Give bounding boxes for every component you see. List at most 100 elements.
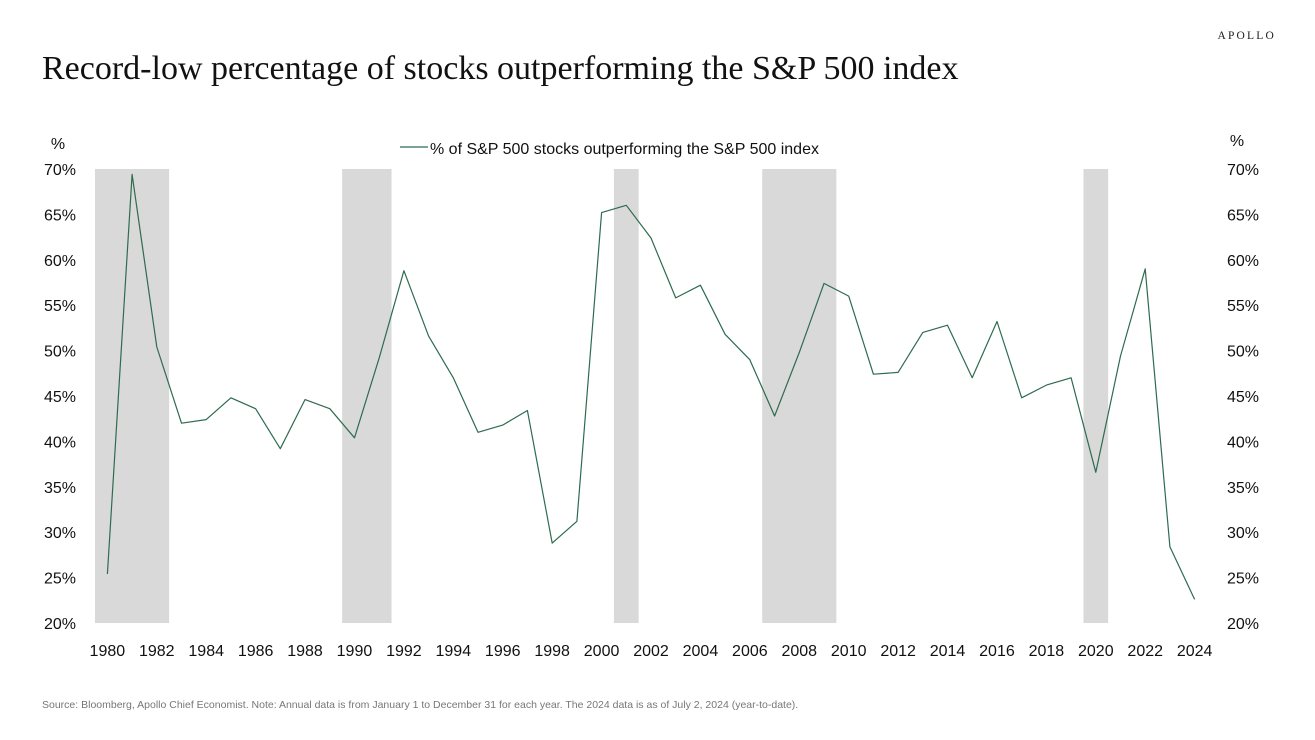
data-point-2002 bbox=[650, 237, 653, 240]
data-point-1998 bbox=[551, 542, 554, 545]
y-tick-right-45: 45% bbox=[1227, 389, 1259, 406]
y-tick-left-55: 55% bbox=[44, 298, 76, 315]
data-point-1982 bbox=[155, 345, 158, 348]
recession-band-3 bbox=[613, 169, 639, 623]
data-point-1992 bbox=[402, 269, 405, 272]
legend: % of S&P 500 stocks outperforming the S&… bbox=[400, 141, 819, 158]
data-point-1990 bbox=[353, 436, 356, 439]
data-point-2005 bbox=[724, 333, 727, 336]
data-point-1989 bbox=[328, 407, 331, 410]
y-tick-right-30: 30% bbox=[1227, 525, 1259, 542]
recession-band-4 bbox=[762, 169, 837, 623]
data-point-2011 bbox=[872, 373, 875, 376]
x-tick-1984: 1984 bbox=[188, 643, 224, 660]
x-tick-1992: 1992 bbox=[386, 643, 422, 660]
x-tick-1994: 1994 bbox=[436, 643, 472, 660]
data-point-1983 bbox=[180, 422, 183, 425]
recession-shading bbox=[95, 169, 1109, 623]
data-point-1987 bbox=[279, 447, 282, 450]
y-tick-right-70: 70% bbox=[1227, 162, 1259, 179]
x-tick-1986: 1986 bbox=[238, 643, 274, 660]
y-axis-left-unit: % bbox=[51, 136, 65, 153]
data-point-2015 bbox=[971, 376, 974, 379]
x-tick-2002: 2002 bbox=[633, 643, 669, 660]
x-tick-2000: 2000 bbox=[584, 643, 620, 660]
y-axis-left: % 20% 25% 30% 35% 40% 45% 50% 55% 60% 65% 70% bbox=[44, 136, 76, 633]
data-point-1980 bbox=[106, 572, 109, 575]
data-point-2009 bbox=[822, 282, 825, 285]
y-tick-right-65: 65% bbox=[1227, 207, 1259, 224]
y-tick-right-35: 35% bbox=[1227, 480, 1259, 497]
data-point-2024 bbox=[1193, 598, 1196, 601]
y-tick-left-50: 50% bbox=[44, 344, 76, 361]
y-tick-left-65: 65% bbox=[44, 207, 76, 224]
x-tick-2022: 2022 bbox=[1127, 643, 1163, 660]
data-point-1997 bbox=[526, 409, 529, 412]
recession-band-1 bbox=[95, 169, 170, 623]
x-tick-2020: 2020 bbox=[1078, 643, 1114, 660]
data-point-2003 bbox=[674, 296, 677, 299]
data-point-1999 bbox=[575, 520, 578, 523]
data-point-2004 bbox=[699, 284, 702, 287]
data-point-1995 bbox=[477, 431, 480, 434]
data-point-2000 bbox=[600, 211, 603, 214]
data-point-2016 bbox=[995, 320, 998, 323]
x-tick-1998: 1998 bbox=[534, 643, 570, 660]
y-tick-left-60: 60% bbox=[44, 253, 76, 270]
x-tick-2004: 2004 bbox=[683, 643, 719, 660]
data-point-2006 bbox=[748, 358, 751, 361]
data-point-2022 bbox=[1144, 267, 1147, 270]
x-tick-2008: 2008 bbox=[781, 643, 817, 660]
y-tick-left-20: 20% bbox=[44, 616, 76, 633]
data-point-1988 bbox=[304, 398, 307, 401]
x-tick-1988: 1988 bbox=[287, 643, 323, 660]
y-tick-left-30: 30% bbox=[44, 525, 76, 542]
data-point-2021 bbox=[1119, 355, 1122, 358]
data-point-1984 bbox=[205, 418, 208, 421]
x-axis: 1980 1982 1984 1986 1988 1990 1992 1994 1996 1998… bbox=[90, 643, 1213, 660]
x-tick-2018: 2018 bbox=[1029, 643, 1065, 660]
data-point-2008 bbox=[798, 351, 801, 354]
data-point-2010 bbox=[847, 295, 850, 298]
y-tick-right-55: 55% bbox=[1227, 298, 1259, 315]
y-axis-right: % 20% 25% 30% 35% 40% 45% 50% 55% 60% 65% 70% bbox=[1227, 133, 1259, 633]
series-line-group bbox=[106, 173, 1196, 601]
data-point-1994 bbox=[452, 376, 455, 379]
y-tick-left-25: 25% bbox=[44, 571, 76, 588]
data-point-2023 bbox=[1168, 545, 1171, 548]
y-tick-right-60: 60% bbox=[1227, 253, 1259, 270]
x-tick-2014: 2014 bbox=[930, 643, 966, 660]
data-point-2020 bbox=[1094, 471, 1097, 474]
x-tick-1990: 1990 bbox=[337, 643, 373, 660]
data-point-2001 bbox=[625, 204, 628, 207]
data-point-2012 bbox=[897, 371, 900, 374]
y-tick-right-25: 25% bbox=[1227, 571, 1259, 588]
y-tick-right-20: 20% bbox=[1227, 616, 1259, 633]
data-point-2007 bbox=[773, 414, 776, 417]
x-tick-2010: 2010 bbox=[831, 643, 867, 660]
data-point-1993 bbox=[427, 335, 430, 338]
data-point-1985 bbox=[229, 396, 232, 399]
x-tick-1982: 1982 bbox=[139, 643, 175, 660]
source-note: Source: Bloomberg, Apollo Chief Economis… bbox=[42, 699, 799, 711]
data-point-2014 bbox=[946, 324, 949, 327]
x-tick-2016: 2016 bbox=[979, 643, 1015, 660]
brand-logo: APOLLO bbox=[1217, 30, 1276, 42]
y-axis-right-unit: % bbox=[1230, 133, 1244, 150]
series-line-1 bbox=[106, 173, 1196, 600]
page-title: Record-low percentage of stocks outperfo… bbox=[42, 50, 959, 87]
data-point-2017 bbox=[1020, 396, 1023, 399]
data-point-1986 bbox=[254, 407, 257, 410]
y-tick-left-70: 70% bbox=[44, 162, 76, 179]
recession-band-5 bbox=[1083, 169, 1109, 623]
x-tick-1996: 1996 bbox=[485, 643, 521, 660]
data-point-2013 bbox=[921, 331, 924, 334]
legend-label: % of S&P 500 stocks outperforming the S&… bbox=[430, 141, 819, 158]
y-tick-left-35: 35% bbox=[44, 480, 76, 497]
x-tick-2012: 2012 bbox=[880, 643, 916, 660]
y-tick-right-50: 50% bbox=[1227, 344, 1259, 361]
data-point-2019 bbox=[1070, 376, 1073, 379]
data-point-1981 bbox=[131, 173, 134, 176]
x-tick-2024: 2024 bbox=[1177, 643, 1213, 660]
